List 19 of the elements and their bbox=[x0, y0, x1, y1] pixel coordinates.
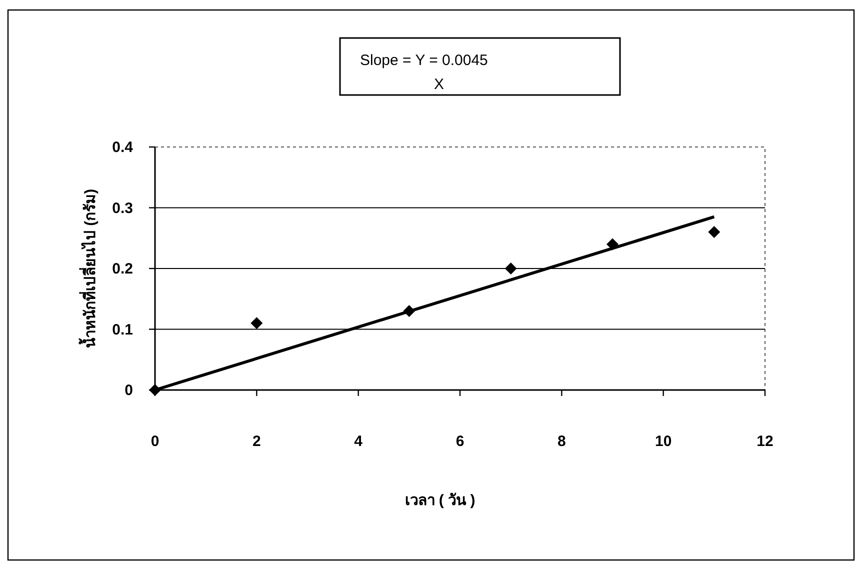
x-tick-label: 6 bbox=[456, 433, 464, 450]
x-tick-label: 0 bbox=[150, 433, 160, 450]
y-tick-label: 0.1 bbox=[112, 321, 133, 338]
x-tick-label: 8 bbox=[557, 433, 566, 450]
x-tick-label: 2 bbox=[252, 433, 261, 450]
x-tick-label: 12 bbox=[756, 433, 774, 450]
y-tick-label: 0.4 bbox=[112, 139, 134, 156]
x-axis-title: เวลา ( วัน ) bbox=[404, 492, 476, 509]
text: X bbox=[434, 76, 444, 93]
text: Slope = Y = 0.0045 bbox=[360, 52, 488, 69]
y-tick-label: 0.2 bbox=[112, 260, 133, 278]
x-tick-label: 4 bbox=[354, 433, 364, 450]
x-tick-label: 10 bbox=[654, 433, 672, 450]
y-tick-label: 0.3 bbox=[112, 200, 133, 217]
point bbox=[708, 226, 720, 238]
y-tick-label: 0 bbox=[124, 382, 133, 399]
y-axis-title: น้ำหนักที่เปลี่ยนไป (กรัม) bbox=[78, 188, 99, 348]
point bbox=[504, 262, 517, 274]
point bbox=[250, 317, 263, 330]
